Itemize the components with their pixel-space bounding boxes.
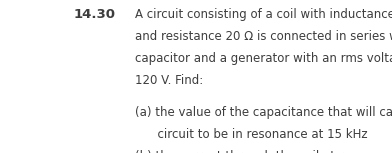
Text: and resistance 20 Ω is connected in series with a: and resistance 20 Ω is connected in seri… bbox=[135, 30, 392, 43]
Text: 14.30: 14.30 bbox=[74, 8, 116, 21]
Text: (b) the current through the coil at resonance: (b) the current through the coil at reso… bbox=[135, 150, 392, 153]
Text: (a) the value of the capacitance that will cause the: (a) the value of the capacitance that wi… bbox=[135, 106, 392, 119]
Text: capacitor and a generator with an rms voltage of: capacitor and a generator with an rms vo… bbox=[135, 52, 392, 65]
Text: A circuit consisting of a coil with inductance 10 mH: A circuit consisting of a coil with indu… bbox=[135, 8, 392, 21]
Text: 120 V. Find:: 120 V. Find: bbox=[135, 74, 203, 87]
Text: circuit to be in resonance at 15 kHz: circuit to be in resonance at 15 kHz bbox=[135, 128, 368, 141]
